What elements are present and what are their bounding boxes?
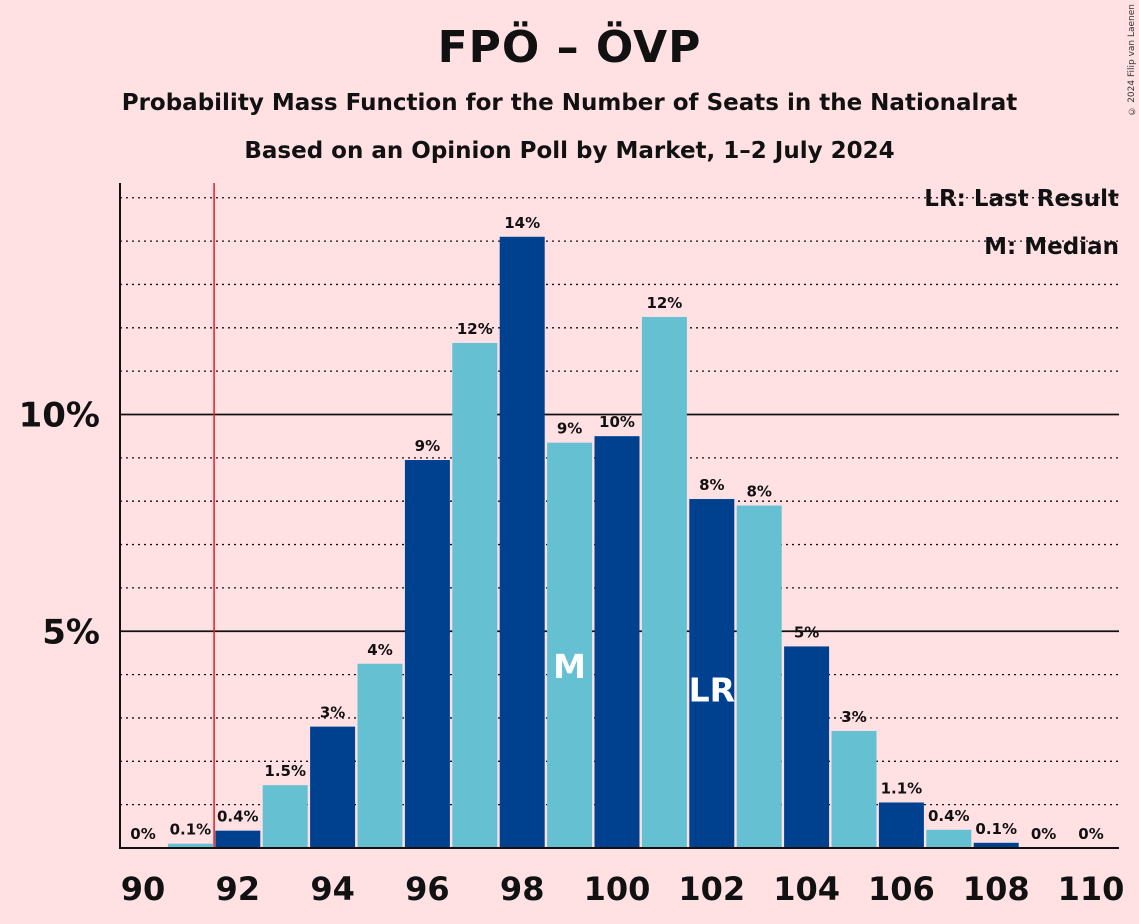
bar-seat-105 [831,730,877,848]
x-tick-label: 98 [500,870,545,908]
data-label: 3% [320,704,345,722]
data-label: 8% [699,476,724,494]
x-tick-label: 96 [405,870,450,908]
bar-seat-100 [594,436,640,848]
bar-seat-96 [404,460,450,848]
y-tick-label: 5% [42,612,100,652]
x-tick-label: 102 [678,870,745,908]
x-tick-label: 110 [1058,870,1125,908]
data-label: 1.5% [264,762,306,780]
bar-seat-94 [310,726,356,848]
chart-source: Based on an Opinion Poll by Market, 1–2 … [244,138,895,164]
y-tick-label: 10% [19,396,100,436]
last-result-marker: LR [689,670,735,709]
data-label: 4% [367,641,392,659]
bar-seat-92 [215,830,261,848]
bar-seat-99 [547,442,593,848]
data-label: 3% [841,708,866,726]
bar-seat-108 [973,842,1019,848]
data-label: 8% [746,483,771,501]
data-label: 0.1% [975,820,1017,838]
data-label: 0% [130,825,155,843]
x-tick-label: 92 [216,870,261,908]
data-label: 12% [457,320,493,338]
data-label: 0% [1031,825,1056,843]
bar-seat-101 [641,316,687,848]
data-label: 9% [415,437,440,455]
data-label: 12% [646,294,682,312]
median-marker: M [553,647,586,686]
data-label: 1.1% [881,779,923,797]
data-label: 9% [557,420,582,438]
legend-median: M: Median [984,234,1119,260]
data-label: 10% [599,413,635,431]
x-tick-label: 104 [773,870,840,908]
bar-seat-98 [499,236,545,848]
bar-seat-95 [357,663,403,848]
legend-last-result: LR: Last Result [924,186,1119,212]
x-tick-label: 108 [963,870,1030,908]
x-tick-label: 100 [584,870,651,908]
data-label: 5% [794,623,819,641]
bar-seat-93 [262,785,308,848]
data-label: 0.4% [928,807,970,825]
data-label: 0.4% [217,808,259,826]
data-label: 14% [504,214,540,232]
chart-subtitle: Probability Mass Function for the Number… [121,90,1018,116]
bar-seat-104 [784,646,830,848]
bar-seat-97 [452,342,498,848]
x-tick-label: 106 [868,870,935,908]
data-label: 0.1% [170,821,212,839]
bar-seat-91 [167,843,213,848]
bar-seat-103 [736,505,782,848]
chart-title: FPÖ – ÖVP [437,22,702,73]
bar-seat-106 [878,802,924,848]
data-label: 0% [1078,825,1103,843]
bar-seat-102 [689,499,735,848]
bar-seat-107 [926,829,972,848]
x-tick-label: 90 [121,870,166,908]
x-tick-label: 94 [310,870,355,908]
